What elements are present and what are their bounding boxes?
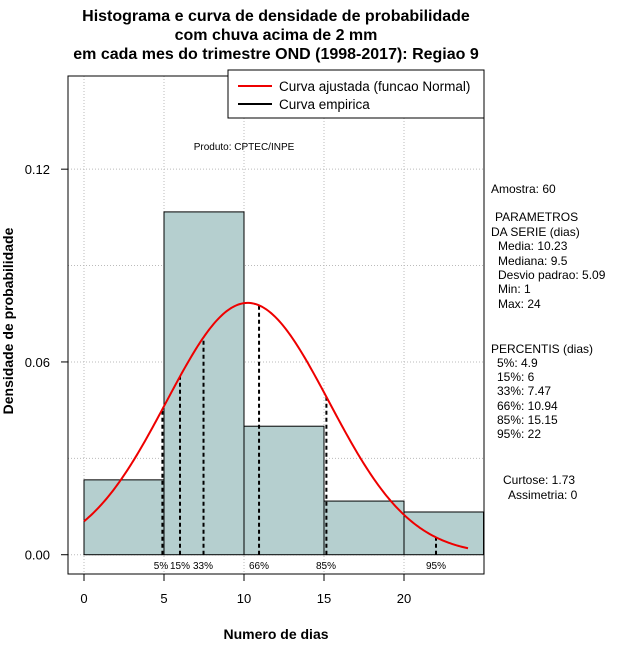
x-axis: 0 5 10 15 20 xyxy=(80,573,411,606)
legend-label-empirical-curve: Curva empirica xyxy=(279,97,370,112)
percentile-label-95: 95% xyxy=(426,561,446,572)
stat-p95: 95%: 22 xyxy=(497,427,541,441)
stat-p33: 33%: 7.47 xyxy=(497,384,551,398)
legend-label-normal-curve: Curva ajustada (funcao Normal) xyxy=(279,79,470,94)
stat-p85: 85%: 15.15 xyxy=(497,413,558,427)
stat-min: Min: 1 xyxy=(498,282,531,296)
percentile-label-66: 66% xyxy=(249,561,269,572)
stat-params-title-1: PARAMETROS xyxy=(495,210,578,224)
x-tick-label: 10 xyxy=(237,591,251,606)
stat-p5: 5%: 4.9 xyxy=(497,356,538,370)
legend-box xyxy=(227,69,485,119)
histogram-bar-4 xyxy=(323,500,405,556)
histogram-bar-3 xyxy=(243,425,325,556)
stat-percentiles-title: PERCENTIS (dias) xyxy=(491,342,593,356)
product-credit: Produto: CPTEC/INPE xyxy=(194,142,295,153)
legend: Curva ajustada (funcao Normal) Curva emp… xyxy=(227,69,485,119)
percentile-label-15: 15% xyxy=(170,561,190,572)
stat-max: Max: 24 xyxy=(498,297,541,311)
stat-p15: 15%: 6 xyxy=(497,370,535,384)
x-axis-title: Numero de dias xyxy=(223,626,328,642)
chart-title-line-2: com chuva acima de 2 mm xyxy=(175,27,378,44)
stat-sd: Desvio padrao: 5.09 xyxy=(498,268,606,282)
x-tick-label: 5 xyxy=(160,591,167,606)
stat-p66: 66%: 10.94 xyxy=(497,399,558,413)
x-tick-label: 0 xyxy=(80,591,87,606)
percentile-label-85: 85% xyxy=(316,561,336,572)
chart-title-line-1: Histograma e curva de densidade de proba… xyxy=(82,8,470,25)
stat-kurtosis: Curtose: 1.73 xyxy=(503,473,575,487)
normal-curve xyxy=(83,301,469,550)
histogram-bars xyxy=(83,211,485,556)
y-axis-title: Densidade de probabilidade xyxy=(0,227,16,414)
stat-sample: Amostra: 60 xyxy=(491,182,556,196)
normal-curve-line xyxy=(83,301,469,550)
y-axis: 0.00 0.06 0.12 xyxy=(25,162,69,563)
chart-title-line-3: em cada mes do trimestre OND (1998-2017)… xyxy=(73,46,479,63)
stats-panel: Amostra: 60 PARAMETROS DA SERIE (dias) M… xyxy=(491,182,606,502)
y-tick-label: 0.00 xyxy=(25,548,50,563)
x-tick-label: 15 xyxy=(317,591,331,606)
y-tick-label: 0.12 xyxy=(25,162,50,177)
stat-params-title-2: DA SERIE (dias) xyxy=(491,225,580,239)
histogram-bar-5 xyxy=(403,511,485,556)
x-tick-label: 20 xyxy=(397,591,411,606)
stat-median: Mediana: 9.5 xyxy=(498,254,568,268)
stat-skewness: Assimetria: 0 xyxy=(508,488,578,502)
y-tick-label: 0.06 xyxy=(25,355,50,370)
percentile-labels: 5% 15% 33% 66% 85% 95% xyxy=(154,561,446,572)
percentile-lines xyxy=(161,305,437,555)
percentile-label-5: 5% xyxy=(154,561,169,572)
percentile-label-33: 33% xyxy=(193,561,213,572)
stat-mean: Media: 10.23 xyxy=(498,239,568,253)
histogram-bar-1 xyxy=(83,479,165,556)
